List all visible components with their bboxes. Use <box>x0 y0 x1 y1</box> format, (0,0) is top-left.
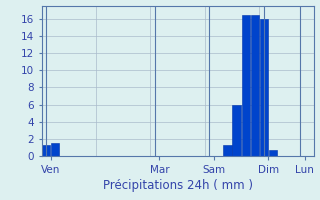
Bar <box>260 19 268 156</box>
X-axis label: Précipitations 24h ( mm ): Précipitations 24h ( mm ) <box>103 179 252 192</box>
Bar <box>232 105 241 156</box>
Bar <box>223 145 232 156</box>
Bar <box>269 150 277 156</box>
Bar <box>51 143 59 156</box>
Bar <box>42 145 50 156</box>
Bar <box>251 15 259 156</box>
Bar <box>242 15 250 156</box>
